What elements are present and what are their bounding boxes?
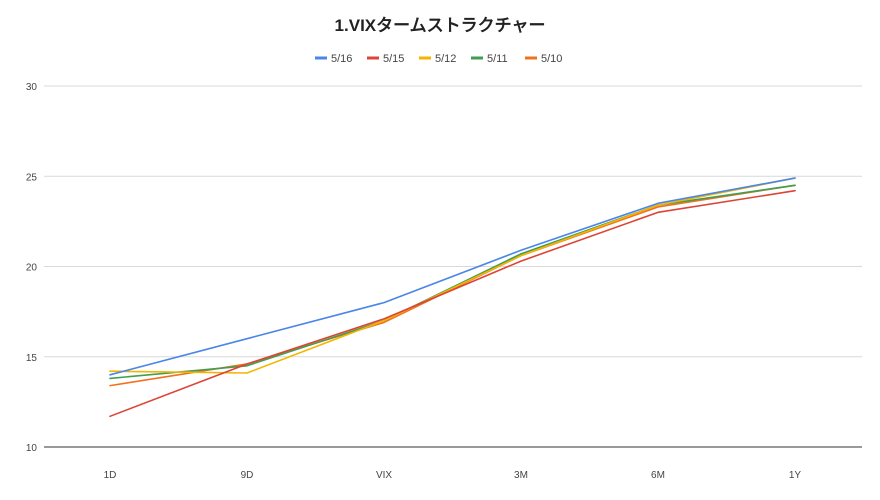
chart-title: 1.VIXタームストラクチャー (335, 16, 546, 35)
x-tick-label: 6M (651, 470, 665, 481)
x-tick-label: 1Y (789, 470, 802, 481)
x-tick-label: 1D (104, 470, 117, 481)
legend-label: 5/11 (487, 53, 508, 65)
legend-item[interactable]: 5/15 (367, 53, 404, 65)
legend-item[interactable]: 5/16 (315, 53, 352, 65)
y-tick-label: 20 (26, 263, 38, 274)
series-line-5-11 (109, 184, 796, 380)
y-tick-label: 10 (26, 443, 38, 454)
x-tick-label: 3M (514, 470, 528, 481)
legend-item[interactable]: 5/12 (419, 53, 456, 65)
series-line-5-10 (109, 184, 796, 387)
x-axis-ticks: 1D 9D VIX 3M 6M 1Y (104, 470, 802, 481)
x-tick-label: 9D (241, 470, 254, 481)
y-tick-label: 30 (26, 82, 38, 93)
series-lines (109, 177, 796, 418)
legend-label: 5/10 (541, 53, 562, 65)
series-line-5-16 (109, 177, 796, 376)
legend-item[interactable]: 5/10 (525, 53, 562, 65)
legend-label: 5/12 (435, 53, 456, 65)
gridlines (44, 85, 862, 448)
legend-label: 5/16 (331, 53, 352, 65)
x-tick-label: VIX (376, 470, 392, 481)
series-line-5-15 (109, 189, 796, 418)
y-tick-label: 15 (26, 353, 38, 364)
y-tick-label: 25 (26, 172, 38, 183)
y-axis-ticks: 10 15 20 25 30 (26, 82, 38, 454)
legend-item[interactable]: 5/11 (471, 53, 508, 65)
legend: 5/16 5/15 5/12 5/11 5/10 (315, 53, 562, 65)
legend-label: 5/15 (383, 53, 404, 65)
